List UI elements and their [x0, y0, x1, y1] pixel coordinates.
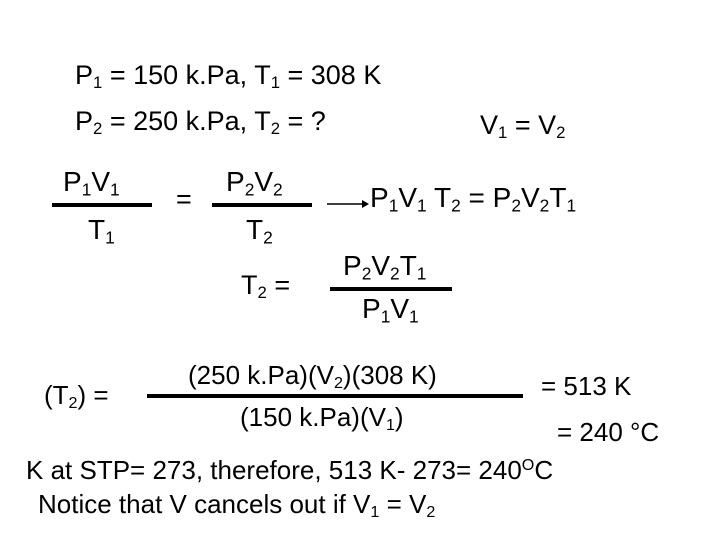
law-right-denominator: T2 — [246, 214, 273, 248]
law-left-denominator: T1 — [88, 214, 115, 248]
result-celsius: = 240 °C — [557, 417, 660, 447]
given-line-2: P2 = 250 k.Pa, T2 = ? — [75, 106, 326, 139]
calc-lhs: (T2) = — [44, 380, 109, 413]
solve-lhs: T2 = — [241, 270, 291, 303]
calc-denominator: (150 k.Pa)(V1) — [240, 402, 404, 435]
solve-denominator: P1V1 — [362, 293, 419, 327]
solve-numerator: P2V2T1 — [343, 250, 427, 284]
result-kelvin: = 513 K — [541, 371, 632, 401]
law-right-fraction-bar — [212, 203, 312, 207]
law-right-numerator: P2V2 — [226, 166, 283, 200]
calc-fraction-bar — [147, 394, 523, 398]
law-left-numerator: P1V1 — [63, 166, 120, 200]
given-line-1: P1 = 150 k.Pa, T1 = 308 K — [75, 60, 382, 93]
arrow-icon — [327, 200, 369, 208]
calc-numerator: (250 k.Pa)(V2)(308 K) — [188, 360, 437, 393]
stp-note: K at STP= 273, therefore, 513 K- 273= 24… — [26, 455, 554, 485]
cancel-note: Notice that V cancels out if V1 = V2 — [38, 489, 436, 522]
law-left-fraction-bar — [52, 203, 152, 207]
cross-multiplied: P1V1 T2 = P2V2T1 — [370, 182, 577, 216]
volume-condition: V1 = V2 — [480, 110, 566, 143]
law-equals: = — [176, 184, 192, 214]
solve-fraction-bar — [330, 287, 452, 291]
